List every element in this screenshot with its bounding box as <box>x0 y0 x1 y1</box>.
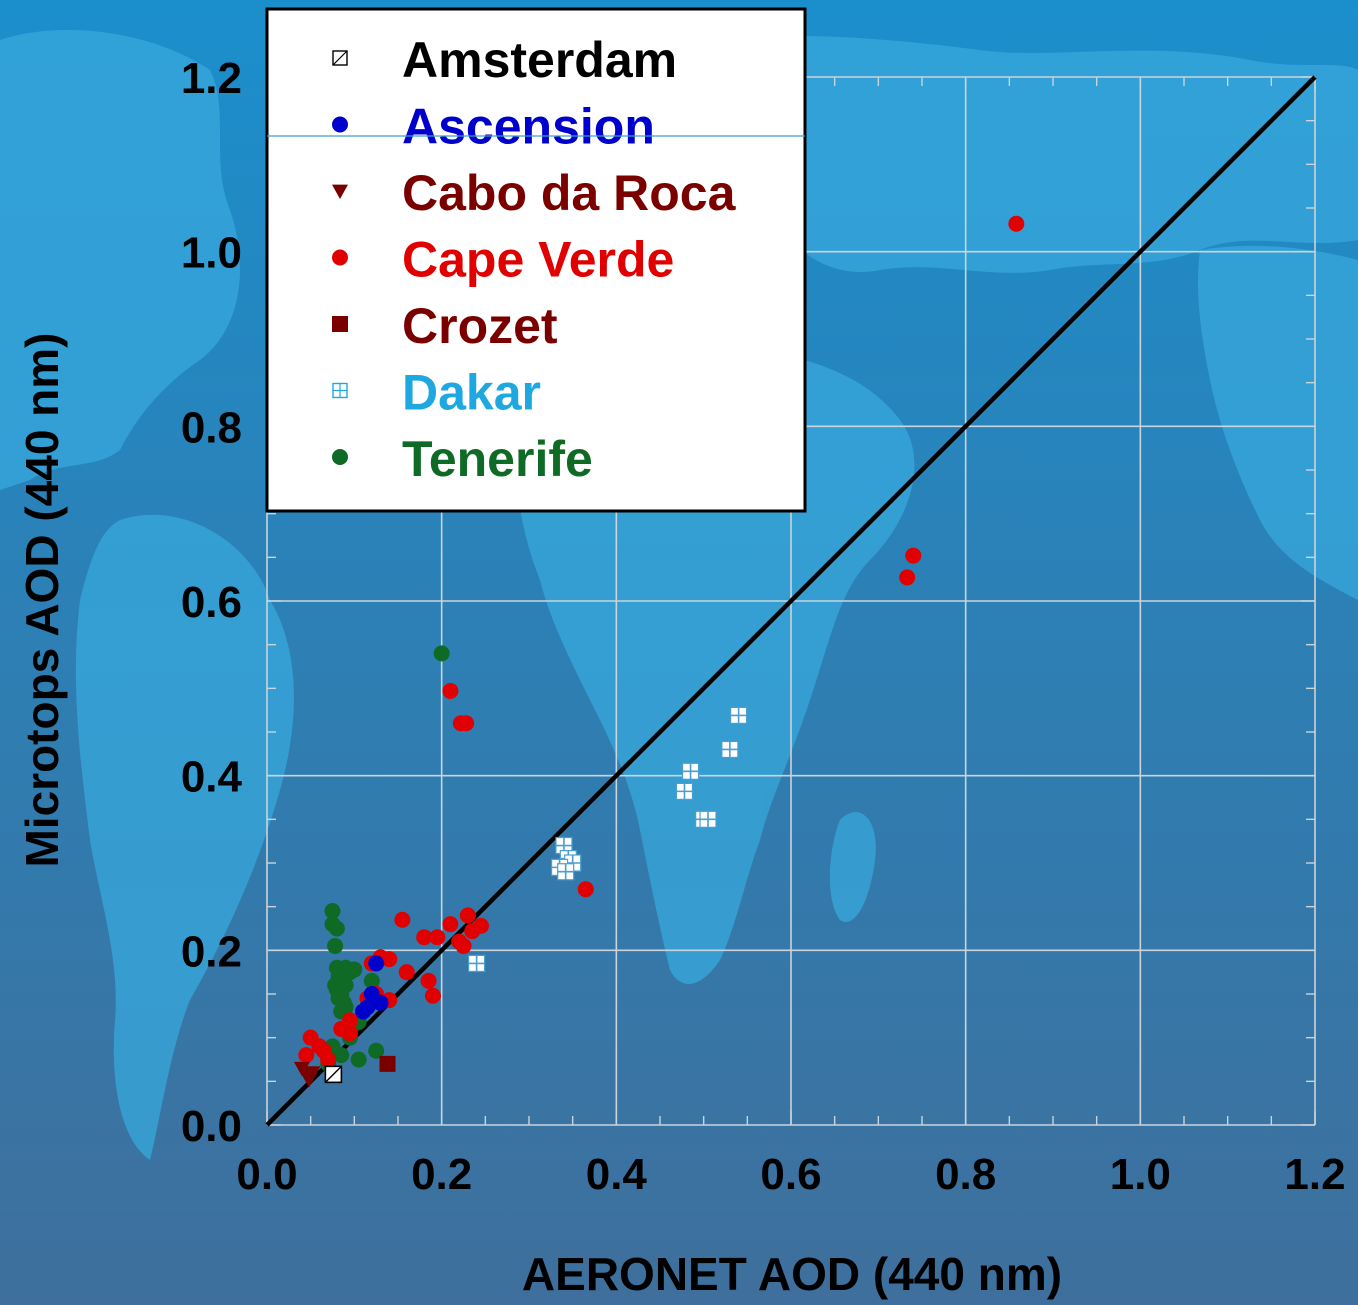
data-point <box>304 1066 321 1081</box>
data-point <box>328 920 345 937</box>
data-point <box>429 929 446 946</box>
data-point <box>433 645 450 662</box>
data-point <box>424 987 441 1004</box>
series-ascension <box>355 955 389 1020</box>
legend-marker <box>332 116 348 133</box>
y-tick-label-5: 1.0 <box>181 229 242 278</box>
data-point <box>455 937 472 954</box>
land-madagascar <box>829 812 876 922</box>
one-to-one-line <box>265 75 1317 1127</box>
legend-label: Cabo da Roca <box>402 165 737 221</box>
legend-label: Cape Verde <box>402 232 674 288</box>
data-points <box>293 215 1025 1088</box>
marker-hatch <box>332 50 348 66</box>
data-point <box>577 881 594 898</box>
legend-box <box>265 7 807 513</box>
legend-item-crozet: Crozet <box>332 298 558 354</box>
x-tick-label-6: 1.2 <box>1284 1150 1345 1199</box>
legend-marker <box>332 449 348 465</box>
legend-item-amsterdam: Amsterdam <box>332 32 677 88</box>
data-point <box>333 1047 350 1064</box>
legend-marker <box>332 184 348 199</box>
legend-item-dakar: Dakar <box>332 365 541 421</box>
data-point <box>298 1047 315 1064</box>
data-point <box>458 715 475 732</box>
series-crozet <box>379 1055 396 1072</box>
data-point <box>324 1065 343 1084</box>
y-tick-label-2: 0.4 <box>181 753 243 802</box>
legend-item-tenerife: Tenerife <box>332 431 593 487</box>
data-point <box>459 907 476 924</box>
data-point <box>381 951 398 968</box>
series-dakar <box>468 706 748 973</box>
data-point <box>899 569 916 586</box>
series-amsterdam <box>324 1065 343 1084</box>
data-point <box>320 1051 337 1068</box>
legend-label: Crozet <box>402 298 558 354</box>
land-north-america <box>0 30 240 490</box>
y-tick-label-4: 0.8 <box>181 403 242 452</box>
marker-hatch <box>324 1065 342 1083</box>
land-asia <box>1198 245 1358 601</box>
data-point <box>464 923 481 940</box>
data-point <box>721 740 739 759</box>
x-axis-title: AERONET AOD (440 nm) <box>522 1248 1062 1300</box>
data-point <box>350 1051 367 1068</box>
legend-item-ascension: Ascension <box>332 99 655 155</box>
x-tick-label-4: 0.8 <box>935 1150 996 1199</box>
data-point <box>363 972 380 989</box>
data-point <box>398 964 415 981</box>
data-point <box>368 955 385 972</box>
legend-label: Amsterdam <box>402 32 677 88</box>
data-point <box>1008 215 1025 232</box>
land-south-america <box>75 514 294 1160</box>
data-point <box>368 1042 385 1059</box>
legend-item-cape-verde: Cape Verde <box>332 232 674 288</box>
data-point <box>372 994 389 1011</box>
legend-label: Dakar <box>402 365 541 421</box>
tick-labels: 0.0 0.2 0.4 0.6 0.8 1.0 1.2 0.0 0.2 0.4 0.6 0.8 1.0 1… <box>181 54 1346 1199</box>
data-point <box>324 903 341 920</box>
data-point <box>468 954 486 973</box>
data-point <box>675 782 694 800</box>
data-point <box>442 682 459 699</box>
legend: Amsterdam Ascension Cabo da Roca Cape Verde… <box>265 7 807 513</box>
legend-label: Tenerife <box>402 431 593 487</box>
y-tick-label-1: 0.2 <box>181 927 242 976</box>
legend-item-cabo-da-roca: Cabo da Roca <box>332 165 737 221</box>
data-point <box>416 929 433 946</box>
data-point <box>905 547 922 564</box>
x-tick-label-1: 0.2 <box>411 1150 472 1199</box>
legend-marker <box>332 382 348 399</box>
data-point <box>442 916 459 933</box>
data-point <box>379 1055 396 1072</box>
data-point <box>557 863 575 881</box>
legend-label: Ascension <box>402 99 655 155</box>
x-tick-label-5: 1.0 <box>1110 1150 1171 1199</box>
x-tick-label-3: 0.6 <box>760 1150 821 1199</box>
y-tick-label-3: 0.6 <box>181 578 242 627</box>
legend-marker <box>332 50 348 66</box>
y-axis-title: Microtops AOD (440 nm) <box>16 332 68 867</box>
legend-marker <box>332 249 348 266</box>
data-point <box>729 706 748 725</box>
x-tick-label-2: 0.4 <box>586 1150 648 1199</box>
data-point <box>394 911 411 928</box>
data-point <box>699 810 717 828</box>
y-tick-label-0: 0.0 <box>181 1102 242 1151</box>
y-tick-label-6: 1.2 <box>181 54 242 103</box>
data-point <box>681 762 700 780</box>
legend-marker <box>332 316 348 332</box>
land-europe <box>720 35 1358 273</box>
data-point <box>420 972 437 989</box>
series-cabo-da-roca <box>293 1061 321 1088</box>
data-point <box>355 1003 372 1020</box>
data-point <box>327 937 344 954</box>
data-point <box>341 1025 358 1042</box>
x-tick-label-0: 0.0 <box>236 1150 297 1199</box>
